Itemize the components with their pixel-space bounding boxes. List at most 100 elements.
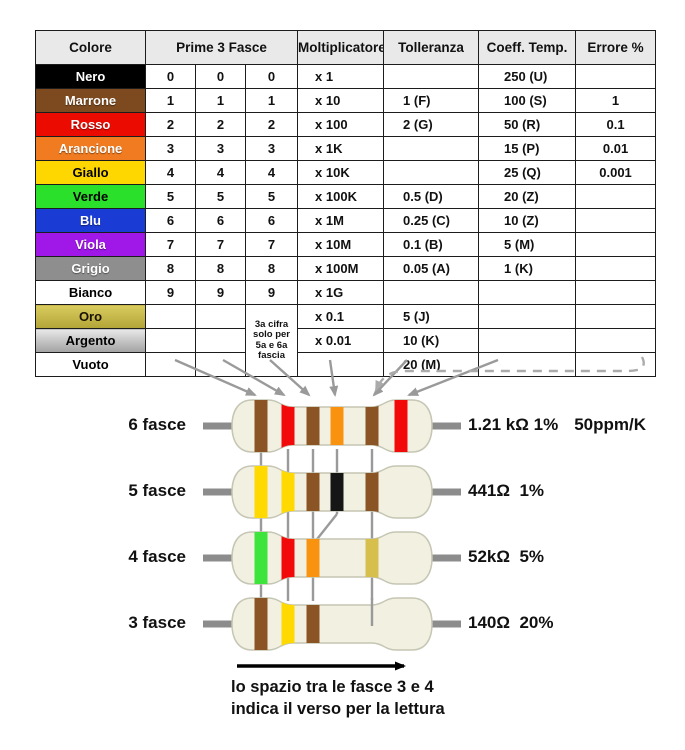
band-brown: [365, 400, 379, 452]
table-row: Marrone 1 1 1 x 10 1 (F) 100 (S) 1: [35, 88, 657, 113]
digit1-cell: 4: [145, 160, 196, 185]
digit1-cell: [145, 352, 196, 377]
band-green: [254, 532, 268, 584]
temp-coeff-cell: 1 (K): [478, 256, 577, 281]
color-name-cell: Marrone: [35, 88, 146, 113]
lead-wire-left: [203, 554, 234, 562]
error-cell: [575, 304, 657, 329]
resistor-count-label: 3 fasce: [128, 613, 186, 632]
tolerance-cell: 10 (K): [383, 328, 480, 353]
resistance-value: 140Ω 20%: [468, 613, 554, 632]
digit3-cell: 8: [244, 256, 299, 281]
error-cell: 0.1: [575, 112, 657, 137]
resistor-value: 441Ω 1%: [468, 481, 544, 501]
temp-coeff-cell: 15 (P): [478, 136, 577, 161]
multiplier-cell: x 10K: [297, 160, 385, 185]
digit2-cell: 4: [195, 160, 246, 185]
third-digit-note-cell: 3a cifra solo per 5a e 6a fascia: [244, 304, 299, 377]
band-yellow: [281, 598, 295, 650]
multiplier-cell: x 100M: [297, 256, 385, 281]
temp-coeff-cell: 10 (Z): [478, 208, 577, 233]
resistor-6-fasce: [203, 399, 461, 453]
note-line-2: indica il verso per la lettura: [231, 700, 445, 718]
multiplier-cell: x 10M: [297, 232, 385, 257]
lead-wire-right: [430, 422, 461, 430]
band-orange: [330, 400, 344, 452]
digit1-cell: [145, 304, 196, 329]
digit2-cell: 8: [195, 256, 246, 281]
digit1-cell: 9: [145, 280, 196, 305]
resistance-value: 441Ω 1%: [468, 481, 545, 500]
color-name-cell: Vuoto: [35, 352, 146, 377]
digit2-cell: 0: [195, 64, 246, 89]
band-yellow: [254, 466, 268, 518]
column-header: Colore: [35, 30, 146, 65]
digit1-cell: 6: [145, 208, 196, 233]
table-row: Rosso 2 2 2 x 100 2 (G) 50 (R) 0.1: [35, 112, 657, 137]
temp-coeff-cell: 250 (U): [478, 64, 577, 89]
resistor-body: [231, 531, 433, 585]
digit2-cell: 2: [195, 112, 246, 137]
color-name-cell: Arancione: [35, 136, 146, 161]
band-red: [394, 400, 408, 452]
digit1-cell: 5: [145, 184, 196, 209]
digit2-cell: 1: [195, 88, 246, 113]
digit3-cell: 5: [244, 184, 299, 209]
resistor-3-fasce: [203, 597, 461, 651]
temp-coeff-cell: 100 (S): [478, 88, 577, 113]
digit2-cell: 9: [195, 280, 246, 305]
error-cell: [575, 280, 657, 305]
digit1-cell: 0: [145, 64, 196, 89]
resistor-count-label: 5 fasce: [128, 481, 186, 500]
color-name-cell: Bianco: [35, 280, 146, 305]
tolerance-cell: 20 (M): [383, 352, 480, 377]
color-name-cell: Argento: [35, 328, 146, 353]
column-header: Tolleranza: [383, 30, 480, 65]
temp-coeff-cell: 20 (Z): [478, 184, 577, 209]
table-row: Arancione 3 3 3 x 1K 15 (P) 0.01: [35, 136, 657, 161]
resistor-body: [231, 597, 433, 651]
digit1-cell: 7: [145, 232, 196, 257]
band-brown: [365, 466, 379, 518]
table-row: Argento x 0.01 10 (K): [35, 328, 657, 353]
color-name-cell: Oro: [35, 304, 146, 329]
resistance-value: 52kΩ 5%: [468, 547, 545, 566]
resistor-value: 52kΩ 5%: [468, 547, 544, 567]
multiplier-shift-line: [313, 513, 338, 544]
temp-coeff-cell: [478, 280, 577, 305]
digit3-cell: 0: [244, 64, 299, 89]
digit2-cell: 5: [195, 184, 246, 209]
multiplier-cell: x 0.01: [297, 328, 385, 353]
multiplier-cell: x 1M: [297, 208, 385, 233]
lead-wire-right: [430, 554, 461, 562]
digit1-cell: 8: [145, 256, 196, 281]
color-name-cell: Viola: [35, 232, 146, 257]
band-brown: [306, 466, 320, 518]
band-alignment-lines: [259, 449, 374, 601]
temp-coeff-cell: 25 (Q): [478, 160, 577, 185]
error-cell: [575, 256, 657, 281]
lead-wire-left: [203, 620, 234, 628]
color-code-table: Colore Prime 3 Fasce Moltiplicatore Tollera…: [35, 30, 657, 377]
digit2-cell: [195, 352, 246, 377]
resistor-value: 140Ω 20%: [468, 613, 553, 633]
error-cell: [575, 64, 657, 89]
resistor-value: 1.21 kΩ 1% 50ppm/K: [468, 415, 646, 435]
error-cell: 0.01: [575, 136, 657, 161]
tolerance-cell: [383, 136, 480, 161]
color-name-cell: Giallo: [35, 160, 146, 185]
table-row: Verde 5 5 5 x 100K 0.5 (D) 20 (Z): [35, 184, 657, 209]
error-cell: 1: [575, 88, 657, 113]
band-red: [281, 532, 295, 584]
error-cell: [575, 232, 657, 257]
resistor-body: [231, 465, 433, 519]
digit2-cell: 7: [195, 232, 246, 257]
digit1-cell: 1: [145, 88, 196, 113]
multiplier-cell: x 1: [297, 64, 385, 89]
tolerance-cell: 1 (F): [383, 88, 480, 113]
table-row: Grigio 8 8 8 x 100M 0.05 (A) 1 (K): [35, 256, 657, 281]
resistor-count-label: 4 fasce: [128, 547, 186, 566]
multiplier-cell: x 1G: [297, 280, 385, 305]
table-row: Oro 3a cifra solo per 5a e 6a fascia x 0.1…: [35, 304, 657, 377]
digit3-cell: 6: [244, 208, 299, 233]
